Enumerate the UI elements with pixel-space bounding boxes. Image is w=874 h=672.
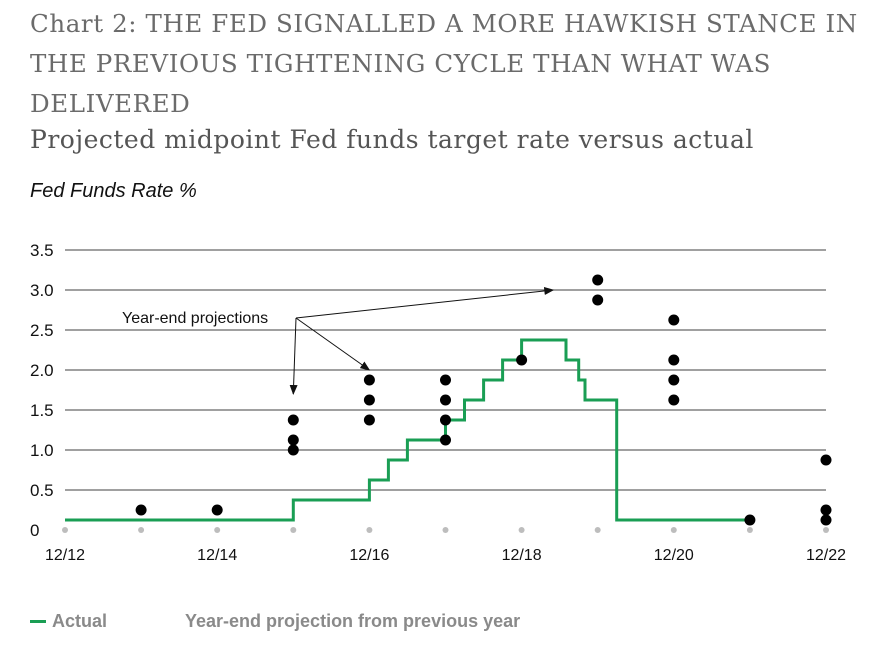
y-tick-label: 0 bbox=[30, 521, 39, 540]
year-marker bbox=[594, 527, 601, 533]
annotation-arrow bbox=[289, 317, 298, 395]
grid-lines bbox=[65, 249, 826, 491]
y-axis-label: Fed Funds Rate % bbox=[30, 180, 197, 202]
projection-dot bbox=[363, 414, 375, 426]
projection-dot bbox=[592, 294, 604, 306]
projection-dot bbox=[440, 434, 451, 446]
y-tick-label: 0.5 bbox=[30, 481, 54, 500]
x-tick-labels: 12/12 12/14 12/16 12/18 12/20 12/22 bbox=[45, 547, 846, 564]
projection-dot bbox=[287, 414, 299, 426]
chart-subtitle: Projected midpoint Fed funds target rate… bbox=[30, 125, 754, 154]
legend-actual-swatch bbox=[30, 619, 46, 623]
y-tick-label: 1.5 bbox=[30, 401, 54, 420]
projection-dot bbox=[363, 374, 375, 386]
x-tick-label: 12/16 bbox=[349, 547, 389, 564]
y-tick-label: 1.0 bbox=[30, 441, 54, 460]
projection-dot bbox=[668, 394, 680, 406]
projection-dot bbox=[135, 504, 147, 516]
projection-dot bbox=[516, 354, 528, 366]
year-marker bbox=[290, 527, 297, 533]
year-marker bbox=[138, 527, 145, 533]
actual-line bbox=[65, 338, 750, 522]
projection-dot bbox=[820, 504, 832, 516]
projection-dot bbox=[287, 444, 299, 456]
chart-title: Chart 2: THE FED SIGNALLED A MORE HAWKIS… bbox=[30, 9, 858, 118]
y-tick-label: 2.5 bbox=[30, 321, 54, 340]
y-tick-label: 3.0 bbox=[30, 281, 54, 300]
projection-series bbox=[135, 274, 832, 526]
projection-dot bbox=[820, 454, 832, 466]
x-tick-label: 12/12 bbox=[45, 547, 85, 564]
projection-dot bbox=[668, 354, 680, 366]
annotation-arrow bbox=[295, 317, 371, 371]
y-tick-labels: 0 0.5 1.0 1.5 2.0 2.5 3.0 3.5 bbox=[30, 241, 54, 540]
legend-actual-label: Actual bbox=[52, 610, 108, 631]
annotation-group: Year-end projections bbox=[122, 286, 555, 395]
annotation-arrow bbox=[295, 286, 555, 319]
projection-dot bbox=[592, 274, 604, 286]
projection-dot bbox=[287, 434, 299, 446]
x-tick-label: 12/20 bbox=[654, 547, 694, 564]
projection-dot bbox=[363, 394, 375, 406]
projection-dot bbox=[211, 504, 223, 516]
y-tick-label: 3.5 bbox=[30, 241, 54, 260]
projection-dot bbox=[440, 414, 451, 426]
projection-dot bbox=[440, 374, 451, 386]
year-marker bbox=[823, 527, 829, 533]
year-marker bbox=[214, 527, 221, 533]
year-marker bbox=[366, 527, 373, 533]
year-marker bbox=[670, 527, 677, 533]
projection-dot bbox=[440, 394, 451, 406]
actual-series bbox=[65, 338, 750, 522]
legend: Actual Year-end projection from previous… bbox=[30, 608, 520, 634]
x-tick-label: 12/22 bbox=[806, 547, 846, 564]
legend-projection-label: Year-end projection from previous year bbox=[185, 610, 521, 631]
x-tick-label: 12/18 bbox=[502, 547, 542, 564]
x-tick-label: 12/14 bbox=[197, 547, 237, 564]
projection-dot bbox=[668, 374, 680, 386]
projection-dot bbox=[668, 314, 680, 326]
year-marker bbox=[442, 527, 449, 533]
y-tick-label: 2.0 bbox=[30, 361, 54, 380]
projection-dot bbox=[820, 514, 832, 526]
year-markers bbox=[62, 527, 829, 533]
annotation-label: Year-end projections bbox=[122, 310, 268, 327]
year-marker bbox=[62, 527, 68, 533]
year-marker bbox=[746, 527, 753, 533]
projection-dot bbox=[744, 514, 756, 526]
year-marker bbox=[518, 527, 525, 533]
